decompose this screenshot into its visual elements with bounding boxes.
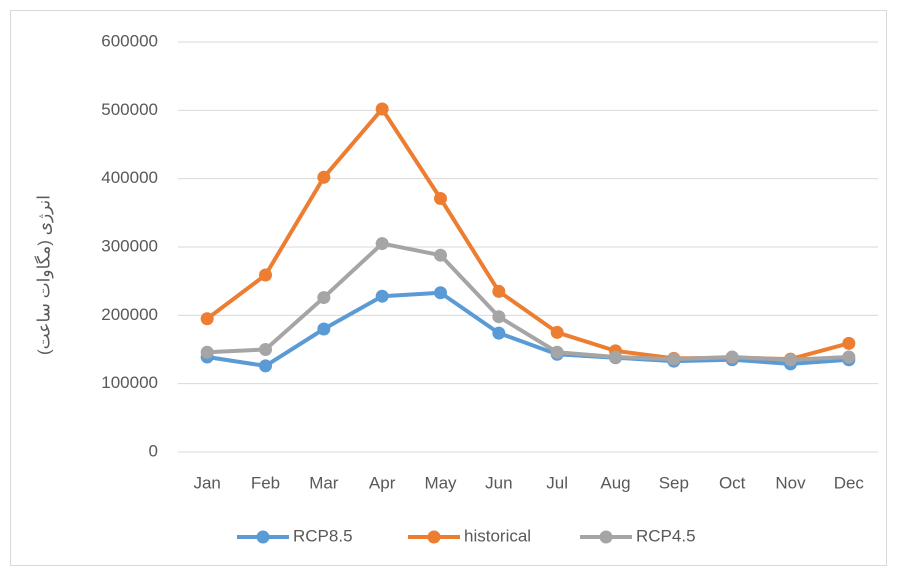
data-point (317, 291, 331, 305)
legend-label: historical (464, 526, 531, 545)
data-point (375, 102, 389, 116)
y-tick-label: 500000 (101, 100, 158, 119)
data-point (784, 353, 797, 367)
data-point (259, 359, 272, 373)
y-tick-label: 200000 (101, 305, 158, 324)
y-tick-label: 400000 (101, 168, 158, 187)
y-tick-label: 100000 (101, 373, 158, 392)
x-tick-label: Apr (369, 473, 396, 492)
y-axis-label: انرژی (مگاوات ساعت) (33, 195, 53, 355)
data-point (317, 170, 331, 184)
legend-marker (427, 530, 441, 544)
data-point (725, 350, 739, 364)
x-tick-label: Nov (775, 473, 806, 492)
legend-marker (256, 530, 270, 544)
x-tick-label: Aug (600, 473, 630, 492)
data-point (200, 345, 214, 359)
data-point (434, 191, 447, 205)
legend-label: RCP4.5 (636, 526, 696, 545)
data-point (434, 286, 447, 300)
x-tick-label: Oct (719, 473, 746, 492)
legend-marker (599, 530, 613, 544)
data-point (375, 289, 389, 303)
series-line (207, 241, 849, 362)
data-point (842, 350, 856, 364)
x-tick-label: Mar (309, 473, 339, 492)
y-tick-label: 0 (149, 441, 158, 460)
series-line (206, 290, 849, 368)
data-point (317, 322, 331, 336)
x-tick-label: May (424, 473, 457, 492)
data-point (492, 326, 506, 340)
data-point (609, 350, 622, 364)
data-point (550, 325, 564, 339)
data-point (259, 343, 272, 356)
x-tick-label: Jan (193, 473, 220, 492)
data-point (375, 237, 389, 251)
data-point (667, 352, 681, 366)
y-tick-label: 300000 (101, 236, 158, 255)
x-tick-label: Feb (251, 473, 280, 492)
chart-border (10, 10, 887, 566)
x-tick-label: Jul (546, 473, 568, 492)
data-point (434, 248, 447, 262)
data-point (842, 336, 856, 350)
y-tick-label: 600000 (101, 31, 158, 50)
data-point (492, 284, 506, 298)
data-point (492, 310, 506, 324)
x-tick-label: Sep (659, 473, 689, 492)
x-tick-label: Dec (834, 473, 865, 492)
data-point (550, 345, 564, 359)
data-point (259, 268, 272, 282)
data-point (200, 312, 214, 326)
x-tick-label: Jun (485, 473, 512, 492)
legend-label: RCP8.5 (293, 526, 353, 545)
